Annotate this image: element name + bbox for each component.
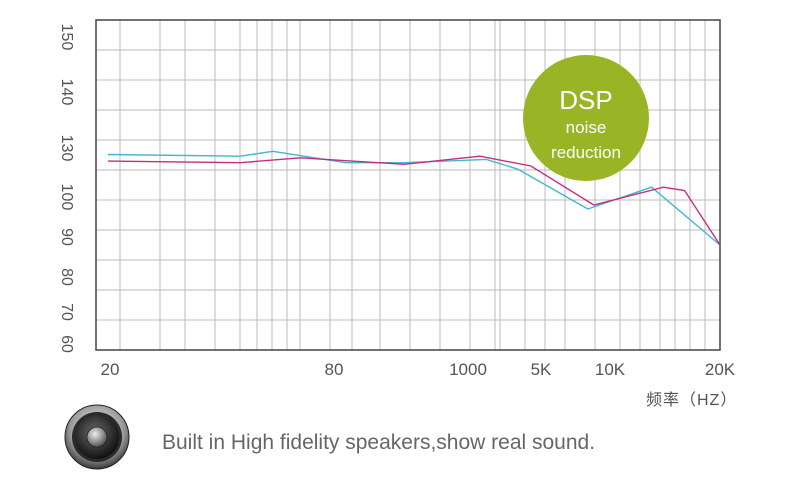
y-tick-label: 140 [58,79,75,106]
y-tick-label: 150 [58,24,75,51]
speaker-icon [64,404,130,470]
plot-frame [95,19,721,351]
y-axis-labels: 150 140 130 100 90 80 70 60 [58,24,75,353]
y-tick-label: 90 [58,228,75,246]
dsp-badge-circle [523,55,649,181]
dsp-badge-title: DSP [559,85,612,115]
series-lines [107,150,721,246]
x-tick-label: 5K [531,360,552,379]
x-axis-unit-label: 频率（HZ） [646,392,738,409]
series-line-2 [107,155,721,246]
y-tick-label: 100 [58,184,75,211]
footer-text: Built in High fidelity speakers,show rea… [162,431,596,454]
x-tick-label: 20K [705,360,736,379]
series-line-1 [107,150,721,246]
x-tick-label: 80 [325,360,344,379]
dsp-badge: DSP noise reduction [523,55,649,181]
chart-grid [96,20,720,350]
y-tick-label: 80 [58,268,75,286]
x-tick-label: 1000 [449,360,487,379]
y-tick-label: 70 [58,303,75,321]
x-tick-label: 20 [101,360,120,379]
y-tick-label: 60 [58,335,75,353]
x-tick-label: 10K [595,360,626,379]
dsp-badge-line3: reduction [551,143,621,162]
y-tick-label: 130 [58,135,75,162]
dsp-badge-line2: noise [566,118,607,137]
x-axis-labels: 20 80 1000 5K 10K 20K [101,360,736,379]
footer: Built in High fidelity speakers,show rea… [64,404,764,484]
